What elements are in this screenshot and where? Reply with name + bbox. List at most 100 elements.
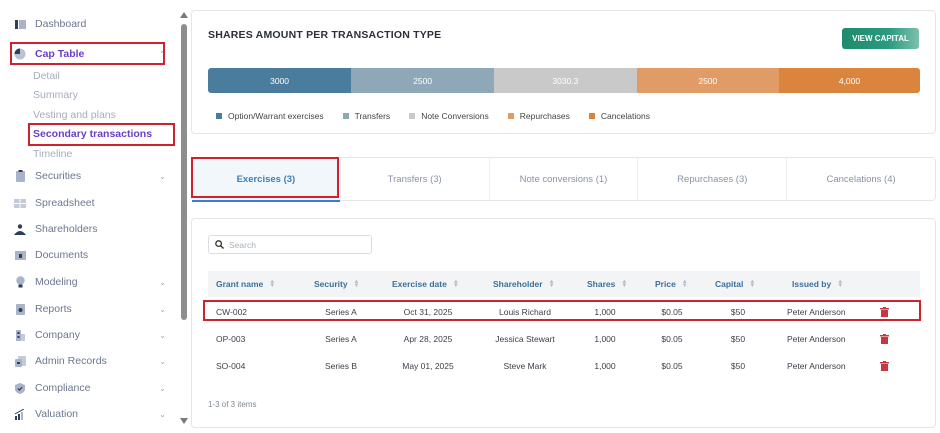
col-shareholder[interactable]: Shareholder ▲ ▼ <box>493 271 555 297</box>
col-security[interactable]: Security ▲ ▼ <box>314 271 360 297</box>
sidebar-item-admin-records[interactable]: Admin Records ⌄ <box>14 351 174 371</box>
view-capital-button[interactable]: VIEW CAPITAL <box>842 28 919 49</box>
cell-security: Series A <box>325 307 357 317</box>
chevron-up-icon: ⌃ <box>159 49 166 59</box>
tab-transfers[interactable]: Transfers (3) <box>341 158 490 200</box>
stacked-bar: 3000 2500 3030.3 2500 4,000 <box>208 68 920 93</box>
col-shares[interactable]: Shares ▲ ▼ <box>587 271 627 297</box>
tab-repurchases[interactable]: Repurchases (3) <box>638 158 788 200</box>
column-label: Issued by <box>792 279 832 289</box>
sidebar-sub-detail[interactable]: Detail <box>33 70 60 82</box>
sidebar-item-label: Company <box>35 329 80 341</box>
bar-segment-transfers[interactable]: 2500 <box>351 68 495 93</box>
sidebar-item-label: Securities <box>35 170 82 182</box>
delete-button[interactable] <box>880 328 889 350</box>
pagination-summary: 1-3 of 3 items <box>208 400 257 409</box>
sidebar-item-reports[interactable]: Reports ⌄ <box>14 299 174 319</box>
scrollbar-thumb[interactable] <box>181 24 187 320</box>
sidebar-item-label: Documents <box>35 249 89 261</box>
legend-label: Note Conversions <box>421 111 489 121</box>
col-grant-name[interactable]: Grant name ▲ ▼ <box>216 271 275 297</box>
bar-segment-repurchases[interactable]: 2500 <box>636 68 779 93</box>
col-issued-by[interactable]: Issued by ▲ ▼ <box>792 271 843 297</box>
bar-segment-cancelations[interactable]: 4,000 <box>779 68 920 93</box>
table-row[interactable]: OP-003 Series A Apr 28, 2025 Jessica Ste… <box>208 328 920 350</box>
sidebar-sub-timeline[interactable]: Timeline <box>33 148 73 160</box>
cell-price: $0.05 <box>661 307 683 317</box>
sidebar-item-label: Reports <box>35 303 72 315</box>
sidebar-item-label: Compliance <box>35 382 91 394</box>
chevron-down-icon: ⌄ <box>159 171 166 181</box>
sort-icon: ▲ ▼ <box>749 279 756 289</box>
sidebar-scrollbar[interactable] <box>180 8 188 426</box>
delete-button[interactable] <box>880 301 889 323</box>
records-icon <box>14 355 26 367</box>
cell-exercise-date: May 01, 2025 <box>402 361 454 371</box>
col-price[interactable]: Price ▲ ▼ <box>655 271 688 297</box>
legend-item-repurchases[interactable]: Repurchases <box>507 111 570 121</box>
shares-chart-card: SHARES AMOUNT PER TRANSACTION TYPE VIEW … <box>191 10 936 134</box>
delete-button[interactable] <box>880 355 889 377</box>
sidebar-item-shareholders[interactable]: Shareholders <box>14 219 174 239</box>
chart-legend: Option/Warrant exercises Transfers Note … <box>216 111 669 121</box>
cell-shareholder: Jessica Stewart <box>495 334 555 344</box>
sidebar-item-label: Dashboard <box>35 18 87 30</box>
chevron-down-icon: ⌄ <box>159 330 166 340</box>
cell-grant-name: CW-002 <box>216 307 248 317</box>
column-label: Security <box>314 279 348 289</box>
bar-segment-note-conversions[interactable]: 3030.3 <box>494 68 637 93</box>
sidebar-item-dashboard[interactable]: Dashboard <box>14 14 174 34</box>
chevron-down-icon: ⌄ <box>159 409 166 419</box>
spreadsheet-icon <box>14 197 26 209</box>
user-icon <box>14 223 26 235</box>
trash-icon <box>880 307 889 317</box>
sort-icon: ▲ ▼ <box>837 279 844 289</box>
legend-swatch-icon <box>588 113 595 119</box>
search-input[interactable] <box>229 239 369 250</box>
sidebar-item-cap-table[interactable]: Cap Table ⌃ <box>14 44 174 64</box>
tab-exercises[interactable]: Exercises (3) <box>192 158 341 202</box>
legend-item-exercises[interactable]: Option/Warrant exercises <box>216 111 324 121</box>
legend-label: Cancelations <box>600 111 650 121</box>
sidebar-sub-secondary-transactions[interactable]: Secondary transactions <box>33 128 153 140</box>
dashboard-icon <box>14 18 26 30</box>
table-row[interactable]: CW-002 Series A Oct 31, 2025 Louis Richa… <box>208 301 920 323</box>
sidebar-sub-vesting[interactable]: Vesting and plans <box>33 109 116 121</box>
cell-capital: $50 <box>730 361 746 371</box>
sidebar-item-company[interactable]: Company ⌄ <box>14 325 174 345</box>
cell-shares: 1,000 <box>594 361 616 371</box>
legend-item-cancelations[interactable]: Cancelations <box>588 111 650 121</box>
sidebar-item-documents[interactable]: Documents <box>14 245 174 265</box>
cell-security: Series B <box>324 361 358 371</box>
sidebar-item-label: Shareholders <box>35 223 98 235</box>
sidebar-item-securities[interactable]: Securities ⌄ <box>14 166 174 186</box>
sidebar-item-label: Cap Table <box>35 48 85 60</box>
sort-icon: ▲ ▼ <box>548 279 555 289</box>
sidebar-sub-summary[interactable]: Summary <box>33 89 78 101</box>
sidebar: Dashboard Cap Table ⌃ Detail Summary Ves… <box>0 0 178 433</box>
bar-segment-exercises[interactable]: 3000 <box>208 68 352 93</box>
legend-item-note-conversions[interactable]: Note Conversions <box>409 111 489 121</box>
legend-label: Repurchases <box>519 111 570 121</box>
sidebar-item-compliance[interactable]: Compliance ⌄ <box>14 378 174 398</box>
col-exercise-date[interactable]: Exercise date ▲ ▼ <box>392 271 459 297</box>
tab-cancelations[interactable]: Cancelations (4) <box>826 173 896 185</box>
search-box[interactable] <box>208 235 372 254</box>
sidebar-item-valuation[interactable]: Valuation ⌄ <box>14 404 174 424</box>
cell-price: $0.05 <box>661 334 683 344</box>
table-row[interactable]: SO-004 Series B May 01, 2025 Steve Mark … <box>208 355 920 377</box>
sidebar-item-spreadsheet[interactable]: Spreadsheet <box>14 193 174 213</box>
tab-note-conversions[interactable]: Note conversions (1) <box>490 158 639 200</box>
legend-swatch-icon <box>507 113 514 119</box>
scroll-down-arrow-icon[interactable] <box>180 418 188 424</box>
sort-icon: ▲ ▼ <box>269 279 276 289</box>
legend-item-transfers[interactable]: Transfers <box>342 111 390 121</box>
trash-icon <box>880 334 889 344</box>
col-capital[interactable]: Capital ▲ ▼ <box>715 271 755 297</box>
cell-shareholder: Steve Mark <box>503 361 547 371</box>
scroll-up-arrow-icon[interactable] <box>180 12 188 18</box>
sidebar-item-modeling[interactable]: Modeling ⌄ <box>14 272 174 292</box>
legend-swatch-icon <box>216 113 222 119</box>
cell-issued-by: Peter Anderson <box>787 334 846 344</box>
cell-shares: 1,000 <box>594 307 616 317</box>
